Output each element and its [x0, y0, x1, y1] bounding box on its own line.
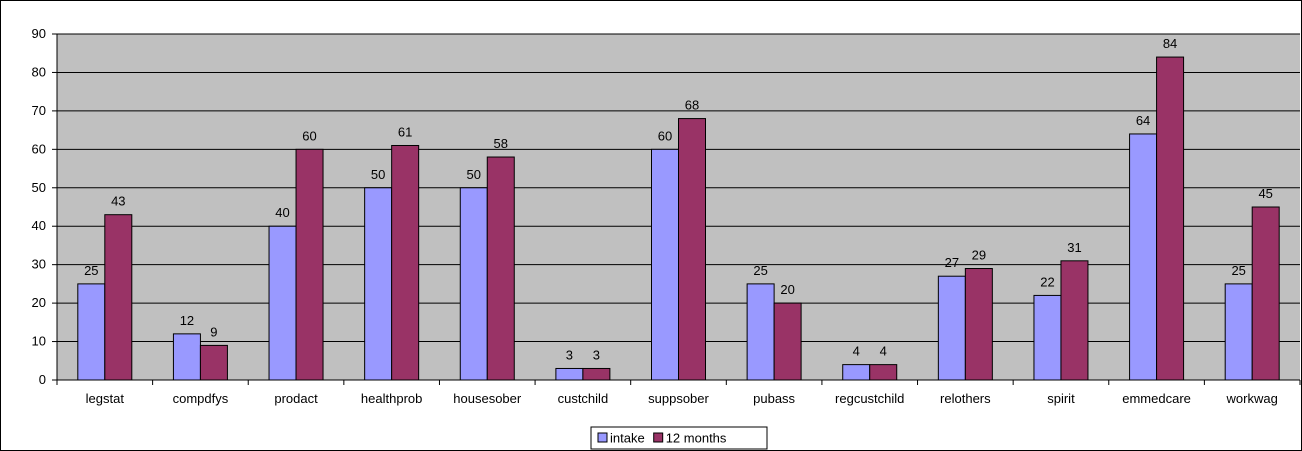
y-tick-label: 10: [32, 334, 46, 349]
y-tick-label: 20: [32, 295, 46, 310]
bar: [172, 333, 201, 381]
legend: intake 12 months: [590, 426, 768, 450]
data-label: 4: [853, 344, 860, 359]
bar: [746, 283, 775, 381]
x-tick-label: prodact: [274, 391, 318, 406]
data-label: 61: [398, 124, 412, 139]
y-tick-label: 90: [32, 26, 46, 41]
x-tick-label: custchild: [558, 391, 609, 406]
bar: [582, 367, 611, 381]
data-label: 4: [880, 344, 887, 359]
y-tick-label: 80: [32, 64, 46, 79]
x-tick-label: compdfys: [173, 391, 229, 406]
bar: [1060, 260, 1089, 381]
bar: [1156, 56, 1185, 381]
axes: 0 10 20 30 40 50 60 70 80 90 legstat compdfys prodac…: [32, 26, 1301, 406]
bar: [555, 367, 584, 381]
y-tick-label: 50: [32, 180, 46, 195]
bar: [937, 275, 966, 381]
data-label: 22: [1040, 274, 1054, 289]
data-label: 58: [494, 136, 508, 151]
bar: [651, 148, 679, 381]
bar: [1224, 283, 1253, 381]
x-tick-label: housesober: [453, 391, 522, 406]
bar: [869, 364, 898, 381]
bar: [268, 225, 297, 381]
bar: [486, 156, 515, 381]
bar: [459, 187, 488, 381]
data-label: 45: [1258, 186, 1272, 201]
data-labels: 25 43 12 9 40 60 50 61 50 58 3 3 60 68 25 20 4 4 27 29 22 31 6…: [84, 36, 1273, 362]
data-label: 64: [1136, 113, 1150, 128]
bar: [104, 214, 133, 381]
x-tick-label: workwag: [1226, 391, 1278, 406]
data-label: 25: [1231, 263, 1245, 278]
data-label: 43: [111, 194, 125, 209]
bar: [1033, 294, 1062, 381]
legend-box: [590, 426, 768, 450]
x-tick-label: suppsober: [648, 391, 709, 406]
data-label: 29: [972, 248, 986, 263]
data-label: 25: [84, 263, 98, 278]
bar: [1251, 206, 1280, 381]
bar: [77, 283, 106, 381]
data-label: 40: [275, 205, 289, 220]
y-tick-label: 40: [32, 218, 46, 233]
y-tick-label: 30: [32, 257, 46, 272]
bars: [77, 56, 1280, 381]
y-tick-label: 70: [32, 103, 46, 118]
data-label: 27: [945, 255, 959, 270]
bar: [842, 364, 871, 381]
bar: [199, 344, 228, 381]
data-label: 68: [685, 98, 699, 113]
data-label: 20: [780, 282, 794, 297]
legend-swatch: [653, 432, 664, 443]
data-label: 3: [566, 347, 573, 362]
legend-label: 12 months: [666, 431, 727, 446]
x-tick-label: relothers: [940, 391, 991, 406]
data-label: 84: [1163, 36, 1177, 51]
y-tick-label: 0: [39, 372, 46, 387]
bar: [391, 144, 420, 381]
bar: [773, 302, 802, 381]
data-label: 12: [180, 313, 194, 328]
legend-label: intake: [610, 431, 645, 446]
legend-swatch: [597, 432, 608, 443]
data-label: 9: [210, 324, 217, 339]
x-tick-label: pubass: [753, 391, 795, 406]
x-tick-label: emmedcare: [1122, 391, 1191, 406]
data-label: 31: [1067, 240, 1081, 255]
data-label: 60: [302, 128, 316, 143]
bar: [295, 148, 324, 381]
bar: [1129, 133, 1158, 381]
y-tick-label: 60: [32, 141, 46, 156]
bar: [964, 268, 993, 381]
x-tick-label: regcustchild: [835, 391, 904, 406]
data-label: 25: [753, 263, 767, 278]
data-label: 50: [371, 167, 385, 182]
x-tick-label: spirit: [1047, 391, 1075, 406]
x-tick-label: legstat: [86, 391, 125, 406]
data-label: 60: [658, 128, 672, 143]
bar: [678, 118, 706, 381]
bar: [364, 187, 393, 381]
data-label: 50: [467, 167, 481, 182]
data-label: 3: [593, 347, 600, 362]
x-tick-label: healthprob: [361, 391, 422, 406]
